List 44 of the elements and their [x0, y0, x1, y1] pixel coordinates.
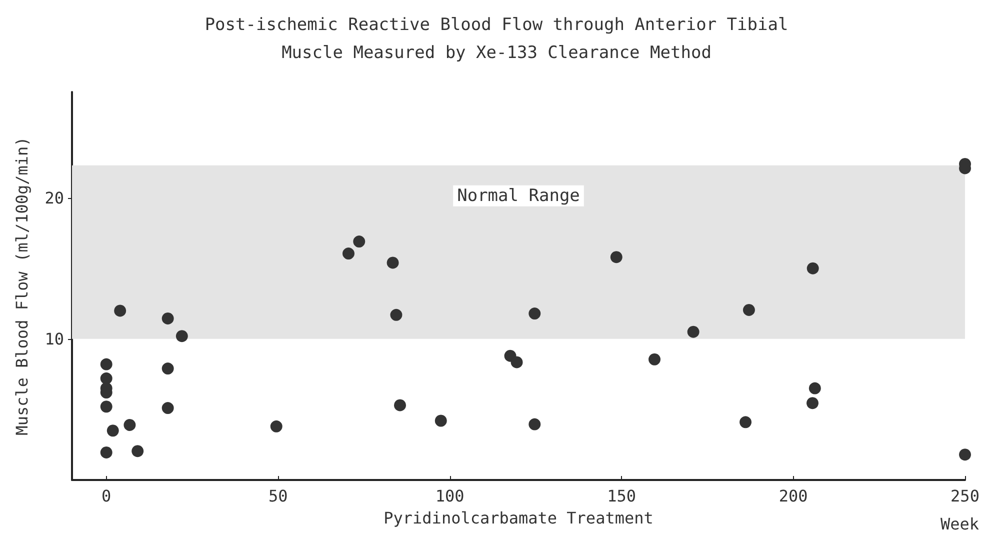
point	[959, 448, 971, 461]
point	[528, 418, 541, 430]
point	[162, 362, 174, 375]
x-axis-title: Pyridinolcarbamate Treatment	[384, 508, 654, 528]
x-tick-label: 0	[102, 486, 112, 506]
point	[528, 308, 541, 320]
x-tick-label: 200	[778, 486, 808, 506]
point	[648, 353, 661, 366]
chart-title: Post-ischemic Reactive Blood Flow through Anterior Tibial Muscle Measured by Xe-133 Clearance Method	[204, 15, 788, 63]
point	[100, 358, 112, 370]
text: Week	[940, 514, 980, 534]
x-tick-label: 50	[268, 486, 288, 506]
point	[124, 418, 136, 431]
point	[394, 399, 406, 412]
y-tick-label: 10	[44, 329, 64, 348]
point	[176, 330, 188, 342]
point	[610, 251, 622, 264]
point	[386, 256, 399, 269]
point	[270, 420, 282, 432]
point	[132, 445, 144, 458]
point	[806, 262, 819, 274]
point	[162, 402, 174, 414]
y-axis-title: Muscle Blood Flow (ml/100g/min)	[12, 136, 32, 436]
x-tick-label: 250	[950, 486, 980, 506]
point	[390, 308, 402, 321]
x-tick-label: 150	[607, 486, 636, 506]
point	[162, 312, 174, 324]
point	[353, 236, 366, 248]
point	[342, 248, 354, 260]
point	[100, 372, 112, 384]
point	[100, 446, 112, 458]
point	[106, 424, 119, 437]
point	[740, 416, 752, 428]
point	[114, 304, 126, 317]
x-tick-label: 100	[435, 486, 464, 506]
point	[100, 400, 112, 413]
band-label: Normal Range	[457, 186, 580, 206]
y-tick-label: 20	[44, 188, 64, 208]
point	[687, 326, 700, 338]
point	[510, 356, 523, 368]
point	[742, 304, 755, 316]
point	[808, 382, 821, 394]
point	[806, 397, 819, 410]
point	[434, 414, 447, 427]
